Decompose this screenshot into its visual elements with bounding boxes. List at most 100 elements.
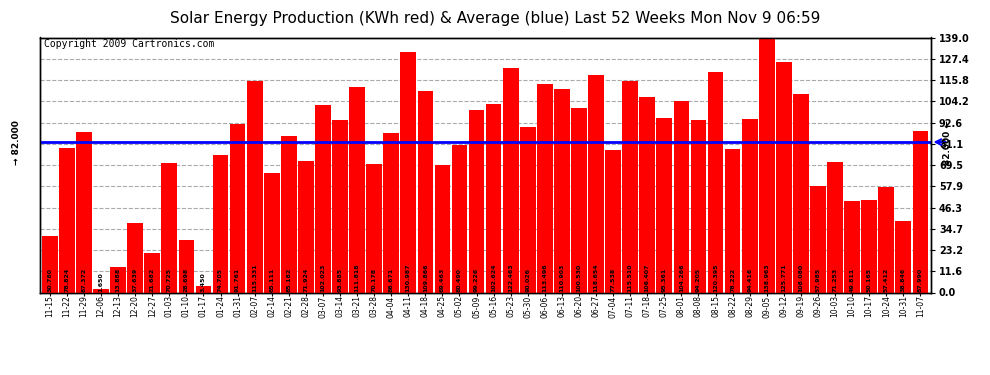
Bar xyxy=(878,187,894,292)
Text: 74.705: 74.705 xyxy=(218,267,223,292)
Text: 85.182: 85.182 xyxy=(286,267,291,292)
Bar xyxy=(315,105,331,292)
Bar xyxy=(281,136,297,292)
Bar xyxy=(554,89,570,292)
Text: 115.331: 115.331 xyxy=(252,263,257,292)
Text: 122.463: 122.463 xyxy=(508,263,513,292)
Text: Copyright 2009 Cartronics.com: Copyright 2009 Cartronics.com xyxy=(44,39,215,49)
Bar xyxy=(76,132,92,292)
Text: 102.023: 102.023 xyxy=(321,263,326,292)
Bar xyxy=(503,68,519,292)
Bar xyxy=(435,165,450,292)
Bar xyxy=(486,104,502,292)
Bar xyxy=(59,148,75,292)
Bar xyxy=(418,91,434,292)
Bar xyxy=(605,150,621,292)
Text: 102.624: 102.624 xyxy=(491,263,496,292)
Bar xyxy=(383,134,399,292)
Text: 118.654: 118.654 xyxy=(594,263,599,292)
Text: 57.985: 57.985 xyxy=(816,267,821,292)
Bar xyxy=(264,173,279,292)
Text: 111.818: 111.818 xyxy=(354,263,359,292)
Text: 130.987: 130.987 xyxy=(406,263,411,292)
Bar xyxy=(178,240,194,292)
Bar xyxy=(588,75,604,292)
Bar xyxy=(128,224,143,292)
Text: 37.639: 37.639 xyxy=(133,267,138,292)
Bar xyxy=(844,201,860,292)
Bar xyxy=(537,84,552,292)
Bar xyxy=(247,81,262,292)
Text: 138.963: 138.963 xyxy=(764,263,769,292)
Text: 82.000 ←: 82.000 ← xyxy=(943,120,952,165)
Text: 3.450: 3.450 xyxy=(201,272,206,292)
Bar xyxy=(913,131,929,292)
Text: 95.361: 95.361 xyxy=(662,267,667,292)
Bar xyxy=(895,221,911,292)
Text: 38.846: 38.846 xyxy=(901,267,906,292)
Text: 99.226: 99.226 xyxy=(474,267,479,292)
Bar xyxy=(828,162,842,292)
Bar xyxy=(42,236,57,292)
Text: 104.266: 104.266 xyxy=(679,263,684,292)
Text: 71.253: 71.253 xyxy=(833,267,838,292)
Text: 13.888: 13.888 xyxy=(116,267,121,292)
Bar xyxy=(793,94,809,292)
Bar xyxy=(451,145,467,292)
Bar xyxy=(349,87,365,292)
Text: 90.026: 90.026 xyxy=(526,268,531,292)
Bar xyxy=(742,119,757,292)
Bar xyxy=(691,120,706,292)
Bar xyxy=(230,124,246,292)
Bar xyxy=(571,108,587,292)
Text: 71.924: 71.924 xyxy=(303,267,308,292)
Text: 80.490: 80.490 xyxy=(457,268,462,292)
Text: 69.463: 69.463 xyxy=(440,267,445,292)
Bar xyxy=(810,186,826,292)
Bar xyxy=(333,120,347,292)
Bar xyxy=(161,163,177,292)
Text: 28.698: 28.698 xyxy=(184,267,189,292)
Bar xyxy=(196,286,211,292)
Text: 100.530: 100.530 xyxy=(576,263,581,292)
Bar xyxy=(366,164,382,292)
Bar xyxy=(673,101,689,292)
Text: 21.682: 21.682 xyxy=(149,267,154,292)
Bar xyxy=(861,201,877,292)
Bar xyxy=(708,72,724,292)
Text: 87.990: 87.990 xyxy=(918,267,923,292)
Text: 94.205: 94.205 xyxy=(696,267,701,292)
Text: 91.761: 91.761 xyxy=(235,267,241,292)
Text: 110.903: 110.903 xyxy=(559,263,564,292)
Bar xyxy=(400,52,416,292)
Text: 115.510: 115.510 xyxy=(628,263,633,292)
Text: 1.650: 1.650 xyxy=(99,272,104,292)
Text: 78.222: 78.222 xyxy=(730,267,736,292)
Bar xyxy=(725,149,741,292)
Text: 94.416: 94.416 xyxy=(747,267,752,292)
Text: 70.178: 70.178 xyxy=(371,267,376,292)
Bar xyxy=(93,290,109,292)
Text: 120.395: 120.395 xyxy=(713,263,718,292)
Bar xyxy=(110,267,126,292)
Bar xyxy=(759,38,774,292)
Text: 57.412: 57.412 xyxy=(884,267,889,292)
Text: 106.407: 106.407 xyxy=(644,263,649,292)
Text: 50.165: 50.165 xyxy=(866,267,871,292)
Text: 70.725: 70.725 xyxy=(167,267,172,292)
Text: 77.538: 77.538 xyxy=(611,267,616,292)
Bar xyxy=(623,81,638,292)
Text: → 82.000: → 82.000 xyxy=(12,120,22,165)
Bar xyxy=(298,160,314,292)
Text: 87.372: 87.372 xyxy=(81,267,86,292)
Text: 78.824: 78.824 xyxy=(64,267,69,292)
Bar xyxy=(145,253,160,292)
Text: 86.671: 86.671 xyxy=(389,267,394,292)
Text: 113.496: 113.496 xyxy=(543,263,547,292)
Bar xyxy=(776,62,792,292)
Bar xyxy=(656,117,672,292)
Text: 49.811: 49.811 xyxy=(849,267,854,292)
Bar xyxy=(640,97,655,292)
Text: 93.885: 93.885 xyxy=(338,267,343,292)
Bar xyxy=(213,156,229,292)
